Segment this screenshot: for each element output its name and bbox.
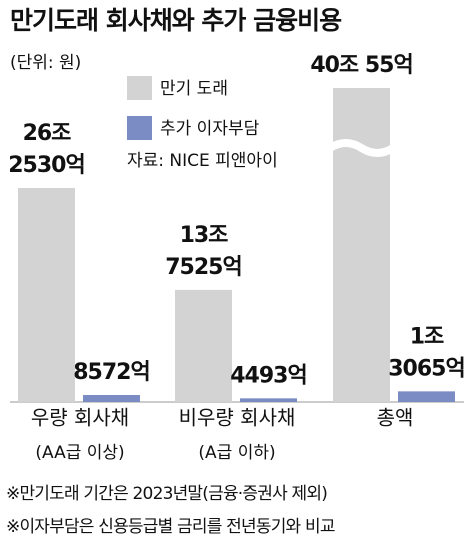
data-label: 4493억 [230,363,306,388]
data-label: 26조 2530억 [8,121,84,178]
chart-title: 만기도래 회사채와 추가 금융비용 [10,6,342,35]
x-tick-sublabel: (AA급 이상) [35,443,124,463]
source: 자료: NICE 피앤아이 [127,151,278,171]
legend-label: 만기 도래 [160,79,228,99]
bar [333,88,390,402]
bar [18,188,75,402]
data-label: 1조 3065억 [388,324,464,381]
legend-swatch [127,76,152,100]
bar [240,398,297,402]
unit-label: (단위: 원) [10,53,81,73]
note: ※이자부담은 신용등급별 금리를 전년동기와 비교 [6,517,335,537]
bar [175,289,232,402]
x-tick-sublabel: (A급 이하) [198,443,275,463]
x-tick-label: 비우량 회사채 [179,406,296,430]
data-label: 40조 55억 [310,53,412,78]
bar [83,395,140,402]
legend-label: 추가 이자부담 [160,119,260,139]
bar [398,391,455,402]
legend-swatch [127,116,152,140]
data-label: 13조 7525억 [165,223,241,280]
x-tick-label: 우량 회사채 [31,406,129,430]
x-tick-label: 총액 [377,406,414,430]
data-label: 8572억 [73,360,149,385]
axis-break [327,139,396,157]
note: ※만기도래 기간은 2023년말(금융·증권사 제외) [6,484,327,504]
